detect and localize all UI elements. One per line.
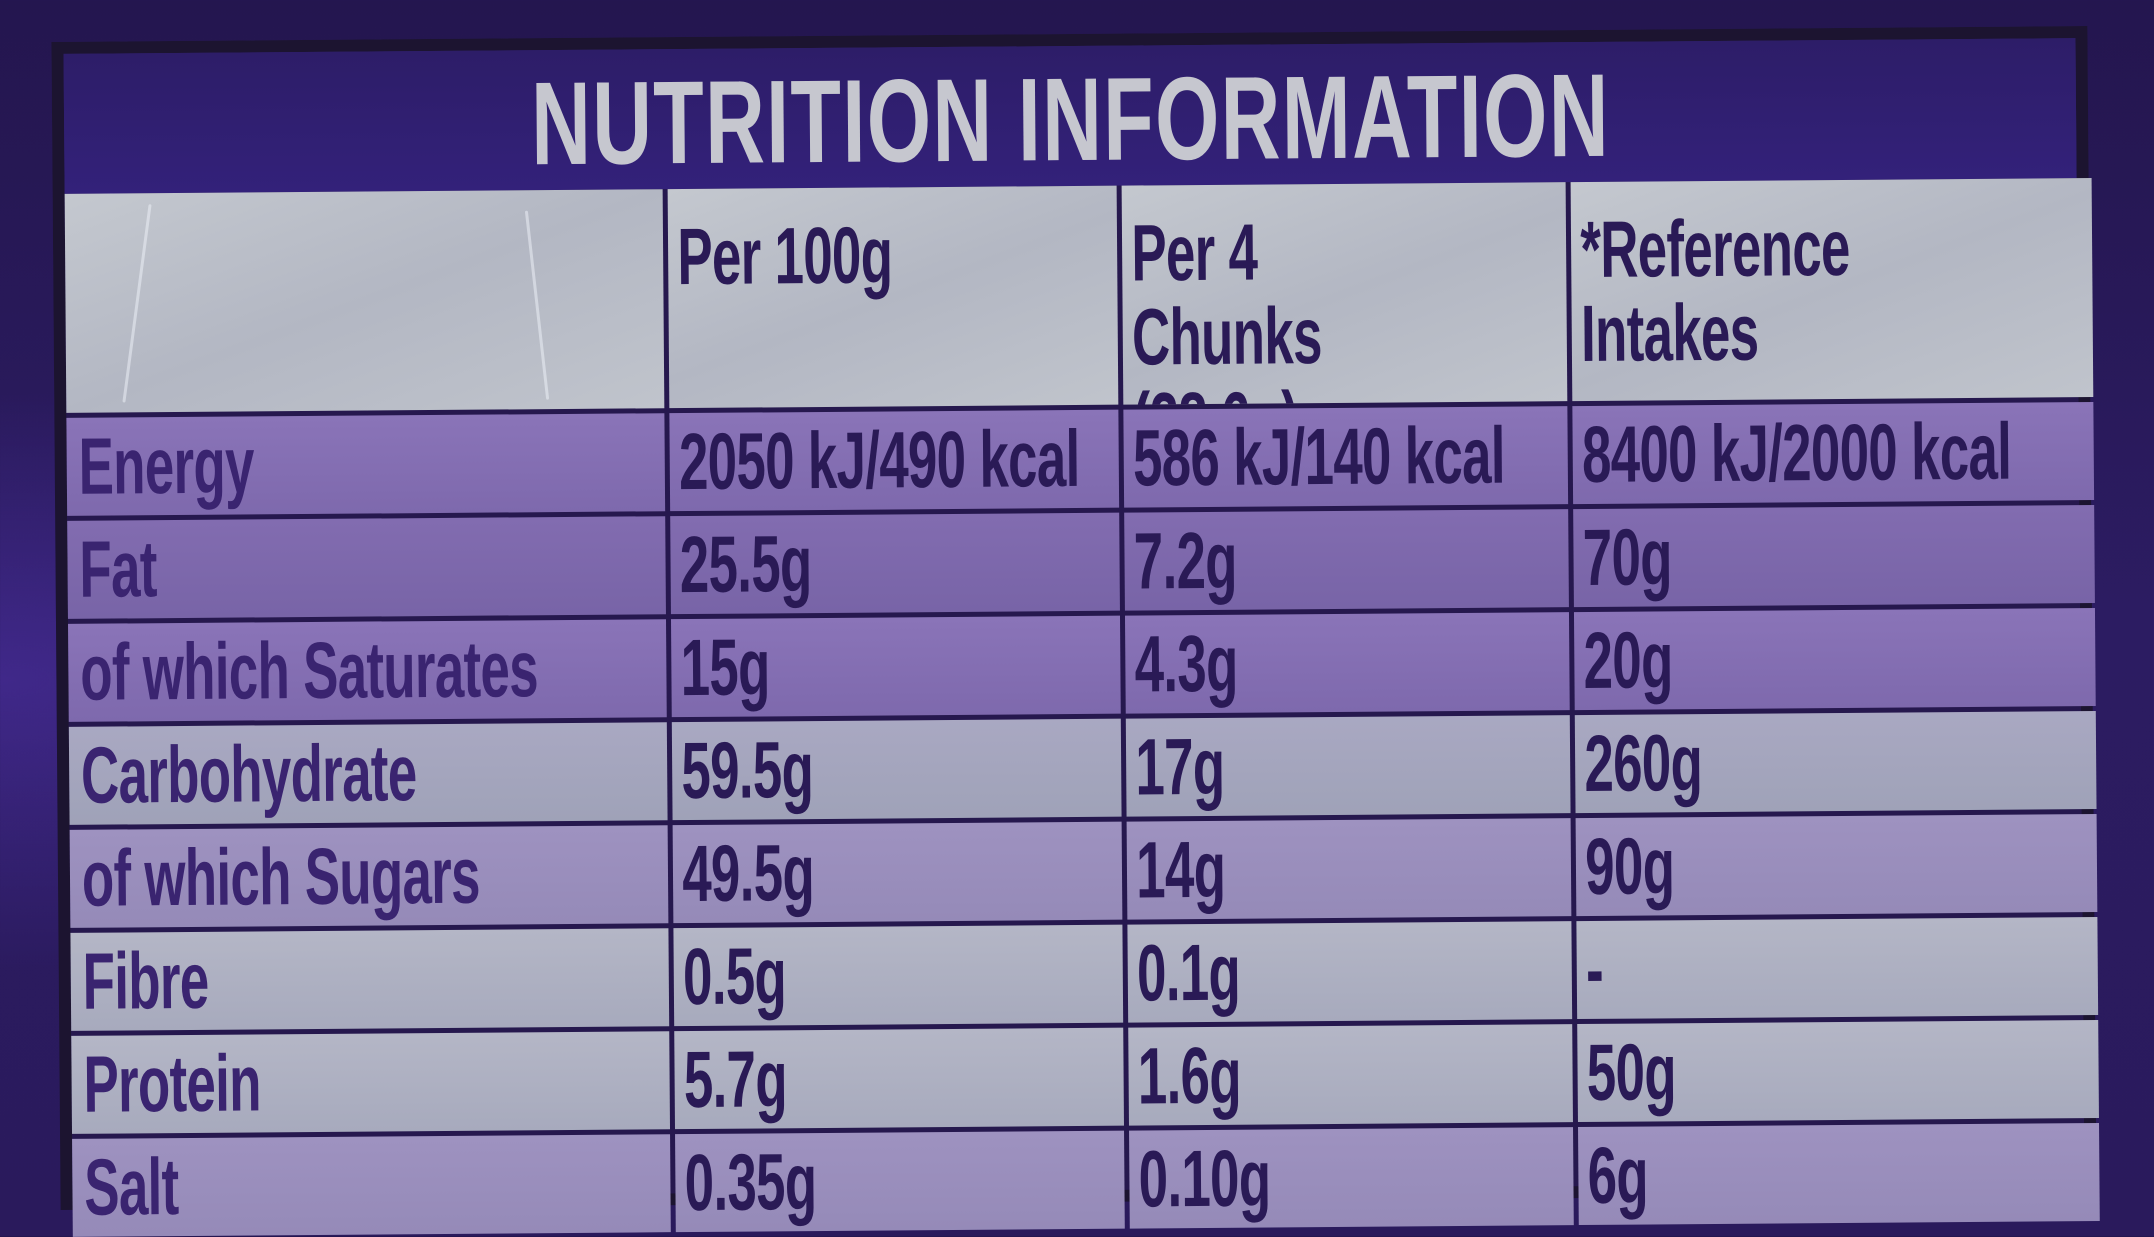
header-reference-line2: Intakes	[1580, 287, 1759, 379]
row-sugars-reference: 90g	[1575, 813, 2098, 917]
row-salt-label: Salt	[72, 1134, 671, 1237]
row-salt-per-4-chunks: 0.10g	[1129, 1127, 1574, 1229]
row-sugars-per-100g: 49.5g	[672, 821, 1123, 924]
header-cell-per-4-chunks: Per 4 Chunks (28.6g)	[1121, 182, 1568, 405]
row-sugars-label: of which Sugars	[69, 825, 669, 928]
row-fibre-label: Fibre	[70, 928, 670, 1031]
header-reference-line1: *Reference	[1580, 202, 1850, 295]
row-saturates-reference: 20g	[1573, 607, 2096, 711]
row-fibre-reference: -	[1576, 916, 2099, 1020]
row-saturates-label: of which Saturates	[68, 619, 667, 722]
row-energy-per-4-chunks: 586 kJ/140 kcal	[1123, 406, 1569, 508]
row-protein-per-100g: 5.7g	[674, 1027, 1124, 1130]
row-fibre-per-100g: 0.5g	[673, 924, 1124, 1027]
row-carbohydrate-per-100g: 59.5g	[671, 718, 1122, 821]
row-carbohydrate-per-4-chunks: 17g	[1125, 715, 1571, 817]
row-fat-label: Fat	[67, 516, 666, 619]
row-fat-reference: 70g	[1573, 504, 2095, 608]
row-energy-per-100g: 2050 kJ/490 kcal	[669, 409, 1120, 512]
header-cell-reference-intakes: *Reference Intakes	[1570, 177, 2094, 402]
row-salt-per-100g: 0.35g	[675, 1130, 1125, 1233]
row-fat-per-100g: 25.5g	[670, 512, 1120, 615]
row-fibre-per-4-chunks: 0.1g	[1127, 921, 1573, 1023]
row-energy-reference: 8400 kJ/2000 kcal	[1572, 401, 2095, 505]
header-cell-per-100g: Per 100g	[667, 185, 1119, 409]
header-cell-empty	[64, 189, 665, 413]
header-per-4-chunks-line1: Per 4 Chunks	[1131, 207, 1323, 382]
header-per-4-chunks-line2: (28.6g)	[1132, 375, 1416, 404]
row-fat-per-4-chunks: 7.2g	[1124, 509, 1569, 611]
row-sugars-per-4-chunks: 14g	[1126, 818, 1572, 920]
row-energy-label: Energy	[66, 413, 666, 516]
row-protein-label: Protein	[71, 1031, 671, 1134]
row-protein-per-4-chunks: 1.6g	[1128, 1024, 1573, 1126]
nutrition-table: Per 100g Per 4 Chunks (28.6g) *Reference…	[64, 177, 2100, 1237]
row-saturates-per-4-chunks: 4.3g	[1124, 612, 1570, 714]
row-carbohydrate-label: Carbohydrate	[68, 722, 668, 825]
row-carbohydrate-reference: 260g	[1574, 710, 2097, 814]
row-saturates-per-100g: 15g	[670, 615, 1121, 718]
panel-title: NUTRITION INFORMATION	[530, 49, 1610, 191]
nutrition-panel: NUTRITION INFORMATION Per 100g Per 4 Chu…	[51, 26, 2100, 1237]
title-band: NUTRITION INFORMATION	[63, 38, 2077, 194]
header-per-100g: Per 100g	[677, 210, 893, 302]
row-protein-reference: 50g	[1577, 1019, 2099, 1123]
row-salt-reference: 6g	[1578, 1122, 2100, 1226]
